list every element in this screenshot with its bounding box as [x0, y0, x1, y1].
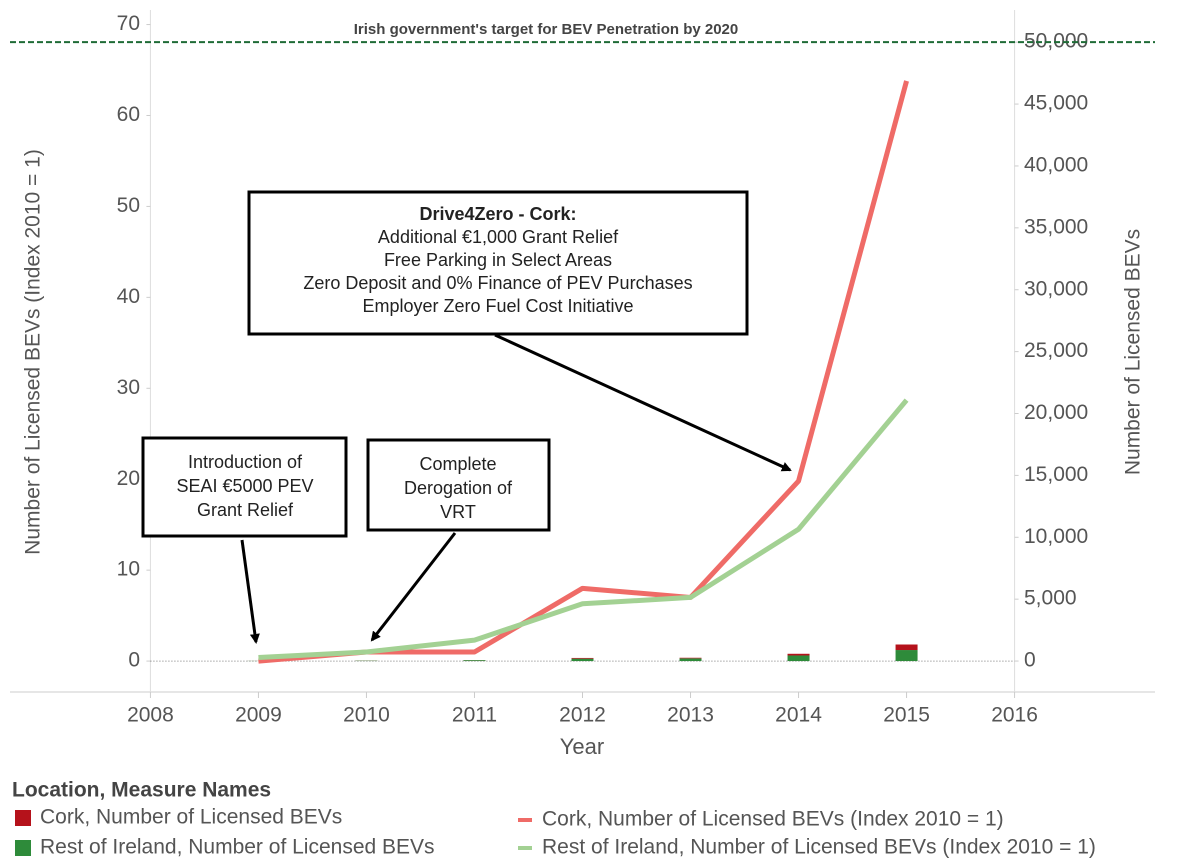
- bar: [571, 657, 594, 659]
- annotation-box: [247, 190, 749, 336]
- annotation-text: Derogation of: [404, 478, 513, 498]
- legend-label: Cork, Number of Licensed BEVs: [40, 806, 342, 829]
- annotation-box: [141, 436, 348, 538]
- annotation-arrow: [240, 539, 260, 644]
- annotation-arrow: [370, 532, 457, 642]
- x-tick-label: 2014: [775, 704, 822, 727]
- x-tick-label: 2011: [452, 704, 497, 727]
- x-tick-label: 2012: [559, 704, 606, 727]
- y-tick-label: 70: [117, 12, 140, 35]
- y-tick-label: 60: [117, 103, 140, 126]
- annotation-text: Introduction of: [188, 452, 303, 472]
- bar: [787, 655, 810, 662]
- annotation-arrow: [494, 333, 792, 472]
- x-tick-label: 2016: [991, 704, 1038, 727]
- legend-swatch: [15, 810, 31, 826]
- y2-tick-label: 40,000: [1024, 154, 1088, 177]
- legend-label: Rest of Ireland, Number of Licensed BEVs: [40, 836, 435, 859]
- annotation-text: Free Parking in Select Areas: [384, 250, 612, 270]
- bar: [463, 660, 486, 662]
- annotation-text: VRT: [440, 502, 476, 522]
- bar: [787, 653, 810, 656]
- annotation-text: SEAI €5000 PEV: [176, 476, 313, 496]
- y2-tick-label: 10,000: [1024, 525, 1088, 548]
- x-tick-label: 2013: [667, 704, 714, 727]
- annotation-box: [366, 438, 551, 532]
- y-tick-label: 20: [117, 467, 140, 490]
- y2-tick-label: 25,000: [1024, 339, 1088, 362]
- x-axis-label: Year: [560, 734, 604, 759]
- y-tick-label: 40: [117, 285, 140, 308]
- annotation-text: Complete: [419, 454, 496, 474]
- y2-tick-label: 20,000: [1024, 401, 1088, 424]
- y2-tick-label: 30,000: [1024, 277, 1088, 300]
- y-tick-label: 10: [117, 558, 140, 581]
- y-tick-label: 30: [117, 376, 140, 399]
- legend-title: Location, Measure Names: [12, 779, 271, 802]
- annotation-text: Zero Deposit and 0% Finance of PEV Purch…: [303, 273, 692, 293]
- y2-tick-label: 45,000: [1024, 92, 1088, 115]
- bar: [895, 650, 918, 662]
- legend-label: Cork, Number of Licensed BEVs (Index 201…: [542, 808, 1004, 831]
- annotation-text: Grant Relief: [197, 500, 294, 520]
- y2-tick-label: 5,000: [1024, 587, 1077, 610]
- y2-axis-label: Number of Licensed BEVs: [1122, 229, 1145, 475]
- line: [258, 398, 909, 660]
- bar: [679, 657, 702, 659]
- annotation-text: Additional €1,000 Grant Relief: [378, 227, 619, 247]
- y-tick-label: 50: [117, 194, 140, 217]
- reference-label: Irish government's target for BEV Penetr…: [354, 21, 739, 38]
- legend-label: Rest of Ireland, Number of Licensed BEVs…: [542, 836, 1096, 859]
- bar: [571, 658, 594, 662]
- legend-swatch: [15, 840, 31, 856]
- y-axis-label: Number of Licensed BEVs (Index 2010 = 1): [22, 149, 45, 555]
- bar: [679, 658, 702, 662]
- x-tick-label: 2009: [235, 704, 282, 727]
- y2-tick-label: 15,000: [1024, 463, 1088, 486]
- annotation-heading: Drive4Zero - Cork:: [419, 204, 576, 224]
- y-tick-label: 0: [128, 649, 140, 672]
- bar: [895, 644, 918, 651]
- x-tick-label: 2010: [343, 704, 390, 727]
- annotation-text: Employer Zero Fuel Cost Initiative: [362, 296, 633, 316]
- x-tick-label: 2008: [127, 704, 174, 727]
- y2-tick-label: 0: [1024, 649, 1036, 672]
- y2-tick-label: 35,000: [1024, 215, 1088, 238]
- x-tick-label: 2015: [883, 704, 930, 727]
- line: [258, 80, 909, 664]
